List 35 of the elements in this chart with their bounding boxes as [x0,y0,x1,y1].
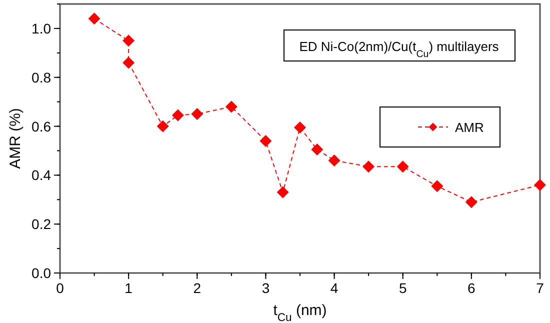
point [260,134,272,147]
point [191,108,204,120]
point [465,196,478,208]
x-tick-label: 3 [262,280,270,296]
point [156,120,169,132]
point [534,178,546,191]
x-axis-title: t$_{Cu}$ (nm) [273,302,327,323]
point [311,144,324,156]
point [276,186,289,198]
point [431,180,444,192]
x-tick-label: 1 [124,280,133,296]
point [362,160,375,173]
y-tick-label: 0.6 [32,118,52,134]
x-tick-label: 6 [468,280,476,296]
y-tick-label: 0.2 [32,216,52,232]
point [122,56,135,69]
y-tick-label: 0.4 [32,167,52,184]
x-tick-label: 5 [398,280,407,296]
annotation: ED Ni-Co(2nm)/Cu(t$_{Cu}$) multilayers [299,39,500,60]
point [294,121,306,134]
legend-label: AMR [455,120,484,135]
x-tick-label: 4 [330,280,338,296]
point [225,100,238,113]
y-tick-label: 0.8 [32,69,52,86]
y-axis-title: AMR (%) [7,108,24,169]
point [396,160,409,173]
point [172,109,184,122]
point [122,34,135,47]
x-tick-label: 0 [56,280,64,296]
x-tick-label: 7 [536,280,544,296]
point [88,12,100,25]
y-tick-label: 0.0 [32,265,52,281]
y-tick-label: 1.0 [32,20,52,36]
x-tick-label: 2 [193,280,202,296]
point [328,154,340,167]
